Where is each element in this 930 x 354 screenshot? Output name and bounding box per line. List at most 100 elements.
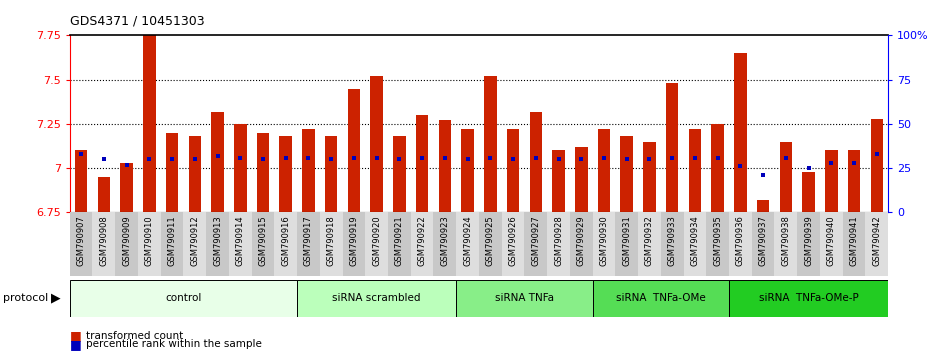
Bar xyxy=(616,212,638,276)
Text: siRNA TNFa: siRNA TNFa xyxy=(495,293,554,303)
Bar xyxy=(870,119,883,212)
Bar xyxy=(388,212,411,276)
Bar xyxy=(234,124,246,212)
Text: GSM790940: GSM790940 xyxy=(827,216,836,266)
Text: percentile rank within the sample: percentile rank within the sample xyxy=(86,339,262,349)
Bar xyxy=(120,163,133,212)
Text: GSM790929: GSM790929 xyxy=(577,216,586,266)
Bar xyxy=(302,129,314,212)
Text: ■: ■ xyxy=(70,329,82,342)
Bar xyxy=(866,212,888,276)
Text: GSM790930: GSM790930 xyxy=(600,216,608,266)
Bar xyxy=(529,112,542,212)
Text: GSM790917: GSM790917 xyxy=(304,216,313,266)
Text: GSM790908: GSM790908 xyxy=(100,216,109,266)
Text: GSM790933: GSM790933 xyxy=(668,216,677,267)
Text: GSM790928: GSM790928 xyxy=(554,216,563,266)
Bar xyxy=(820,212,843,276)
Bar xyxy=(525,212,547,276)
Bar xyxy=(729,212,751,276)
Text: control: control xyxy=(166,293,202,303)
Bar xyxy=(688,129,701,212)
Text: GSM790910: GSM790910 xyxy=(145,216,153,266)
Text: GSM790912: GSM790912 xyxy=(191,216,199,266)
Bar xyxy=(297,280,457,317)
Bar xyxy=(115,212,138,276)
Text: siRNA scrambled: siRNA scrambled xyxy=(332,293,421,303)
Bar xyxy=(843,212,866,276)
Bar xyxy=(684,212,706,276)
Bar xyxy=(457,280,592,317)
Text: GSM790916: GSM790916 xyxy=(281,216,290,266)
Text: GDS4371 / 10451303: GDS4371 / 10451303 xyxy=(70,14,205,27)
Bar xyxy=(644,142,656,212)
Text: GSM790938: GSM790938 xyxy=(781,216,790,267)
Bar xyxy=(775,212,797,276)
Bar xyxy=(211,112,224,212)
Bar xyxy=(189,136,201,212)
Bar xyxy=(734,53,747,212)
Bar xyxy=(661,212,684,276)
Bar xyxy=(461,129,473,212)
Bar xyxy=(848,150,860,212)
Bar xyxy=(592,280,729,317)
Text: GSM790926: GSM790926 xyxy=(509,216,518,266)
Bar xyxy=(552,150,565,212)
Bar xyxy=(638,212,661,276)
Bar xyxy=(252,212,274,276)
Text: GSM790941: GSM790941 xyxy=(849,216,858,266)
Bar xyxy=(161,212,183,276)
Bar xyxy=(348,88,360,212)
Bar xyxy=(325,136,338,212)
Text: protocol: protocol xyxy=(3,293,48,303)
Bar xyxy=(138,212,161,276)
Bar xyxy=(825,150,838,212)
Bar xyxy=(547,212,570,276)
Bar xyxy=(411,212,433,276)
Bar xyxy=(370,76,383,212)
Text: GSM790935: GSM790935 xyxy=(713,216,723,266)
Bar xyxy=(365,212,388,276)
Bar xyxy=(757,200,769,212)
Bar xyxy=(592,212,616,276)
Bar xyxy=(779,142,792,212)
Text: GSM790918: GSM790918 xyxy=(326,216,336,266)
Bar xyxy=(342,212,365,276)
Bar xyxy=(575,147,588,212)
Text: GSM790927: GSM790927 xyxy=(531,216,540,266)
Bar xyxy=(183,212,206,276)
Bar xyxy=(416,115,429,212)
Bar xyxy=(570,212,592,276)
Bar xyxy=(507,129,519,212)
Bar xyxy=(620,136,633,212)
Text: GSM790919: GSM790919 xyxy=(350,216,358,266)
Bar xyxy=(74,150,87,212)
Bar xyxy=(501,212,525,276)
Bar xyxy=(439,120,451,212)
Text: GSM790931: GSM790931 xyxy=(622,216,631,266)
Text: transformed count: transformed count xyxy=(86,331,184,341)
Text: ■: ■ xyxy=(70,338,82,351)
Bar xyxy=(257,133,269,212)
Bar xyxy=(711,124,724,212)
Bar xyxy=(143,35,155,212)
Text: GSM790925: GSM790925 xyxy=(485,216,495,266)
Text: GSM790921: GSM790921 xyxy=(395,216,404,266)
Text: GSM790942: GSM790942 xyxy=(872,216,882,266)
Bar xyxy=(803,172,815,212)
Text: GSM790922: GSM790922 xyxy=(418,216,427,266)
Bar xyxy=(484,76,497,212)
Bar xyxy=(393,136,405,212)
Text: ▶: ▶ xyxy=(51,292,60,305)
Bar xyxy=(433,212,457,276)
Bar xyxy=(666,83,678,212)
Text: GSM790914: GSM790914 xyxy=(235,216,245,266)
Text: GSM790937: GSM790937 xyxy=(759,216,767,267)
Bar xyxy=(206,212,229,276)
Bar xyxy=(166,133,179,212)
Bar xyxy=(92,212,115,276)
Bar xyxy=(229,212,252,276)
Bar xyxy=(320,212,342,276)
Bar xyxy=(706,212,729,276)
Text: GSM790932: GSM790932 xyxy=(644,216,654,266)
